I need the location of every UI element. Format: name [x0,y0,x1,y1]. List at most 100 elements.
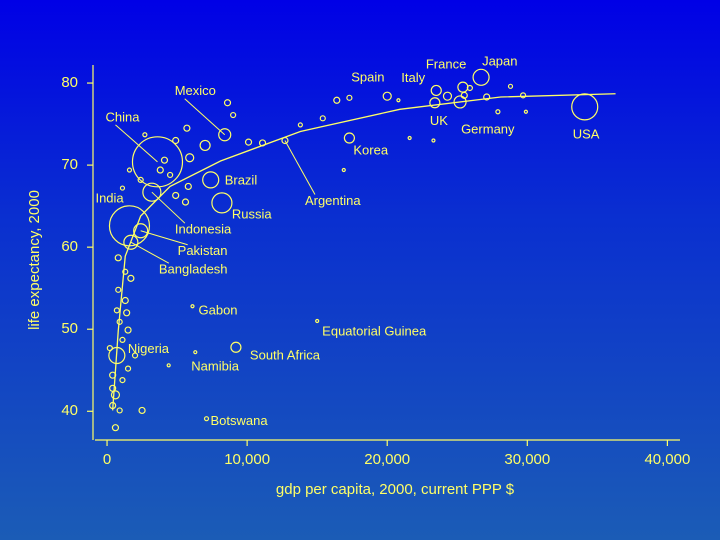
bubble [333,96,341,104]
bubble [211,192,233,214]
bubble [133,223,149,239]
point-label: Russia [232,206,273,221]
point-label: India [95,190,124,205]
point-label: Italy [401,70,425,85]
bubble [131,352,139,359]
bubble [123,234,139,250]
point-label: Nigeria [128,341,170,356]
point-label: Bangladesh [159,262,228,277]
point-label: Equatorial Guinea [322,323,427,338]
y-tick-label: 70 [61,156,78,173]
bubble [244,138,253,146]
bubble [520,92,527,99]
bubble [122,268,129,275]
bubble [160,156,169,164]
bubble [230,341,242,353]
point-label: South Africa [250,348,321,363]
bubble [156,166,164,174]
bubble [315,318,320,324]
bubble [185,153,195,163]
bubble [109,401,117,410]
bubble [457,81,469,93]
bubble [495,109,501,115]
y-tick-label: 40 [61,402,78,419]
bubble [346,94,353,101]
bubble [109,384,117,392]
bubble [281,136,289,145]
bubble [507,83,514,89]
bubble [142,182,162,202]
bubble [119,376,126,384]
bubble [523,109,529,114]
bubble [483,93,491,101]
point-label: Spain [351,70,384,85]
bubble [108,346,126,365]
x-tick-label: 0 [103,451,111,468]
leader-line [130,241,170,264]
bubble [109,371,117,379]
point-label: Brazil [225,172,258,187]
point-label: Indonesia [175,222,232,237]
bubble [172,136,180,145]
bubble [319,115,326,122]
bubble [119,336,126,343]
bubble [183,124,191,132]
bubble [407,135,412,141]
bubble [116,407,123,414]
bubble [382,91,392,101]
bubble [126,167,133,173]
x-tick-label: 40,000 [644,451,690,468]
leader-line [284,140,316,195]
bubble [127,274,135,282]
bubble [341,167,346,173]
point-label: Botswana [211,413,269,428]
bubble [202,171,220,189]
bubble [343,132,355,144]
leader-line [140,230,188,246]
bubble [166,171,174,179]
bubble [460,91,468,99]
bubble [218,128,232,142]
bubble [110,390,121,400]
bubble [190,304,195,309]
bubble [111,424,120,432]
bubble [472,68,490,86]
point-label: UK [430,113,448,128]
leader-line [184,98,226,136]
y-tick-label: 60 [61,238,78,255]
point-label: Argentina [305,193,361,208]
bubble [172,191,180,200]
bubble [430,84,442,97]
point-label: USA [573,126,600,141]
bubble [124,365,132,372]
bubble [106,344,113,352]
bubble [571,93,599,121]
x-axis-label: gdp per capita, 2000, current PPP $ [276,481,515,498]
bubble [297,122,303,128]
point-label: France [426,57,466,72]
bubble [124,326,132,334]
bubble [142,132,148,138]
bubble [431,138,436,143]
leader-line [115,124,158,163]
point-label: Japan [482,54,517,69]
bubble [115,286,122,293]
bubble [223,99,232,107]
bubble [138,406,146,415]
bubble [121,296,129,305]
bubble [166,363,171,368]
trend-line [112,93,616,411]
bubble [429,97,441,109]
bubble [396,98,401,103]
bubble [131,136,184,188]
bubble [203,416,210,422]
bubble [193,350,198,355]
point-label: Gabon [199,303,238,318]
leader-line [151,191,186,224]
y-tick-label: 50 [61,320,78,337]
point-label: Korea [353,142,388,157]
bubble [108,205,151,247]
bubble [181,198,190,206]
